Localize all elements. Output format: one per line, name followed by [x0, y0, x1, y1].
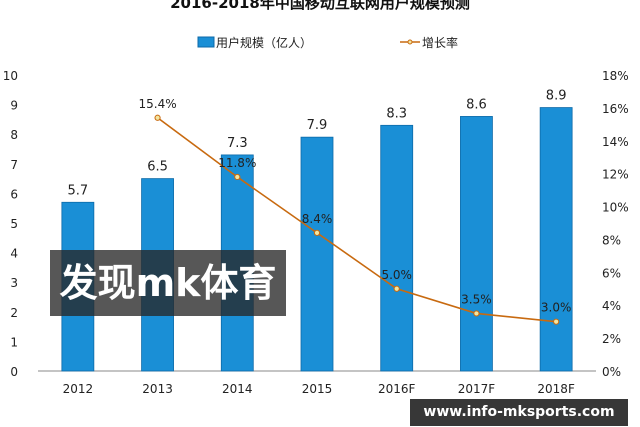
y-right-tick-label: 10% [602, 201, 629, 215]
y-left-tick-label: 7 [10, 158, 18, 172]
bar-value-label: 5.7 [68, 183, 89, 198]
x-tick-label: 2015 [302, 382, 333, 396]
y-left-tick-label: 3 [10, 276, 18, 290]
x-tick-label: 2014 [222, 382, 253, 396]
y-right-tick-label: 4% [602, 299, 621, 313]
y-right-tick-label: 6% [602, 266, 621, 280]
x-tick-label: 2013 [142, 382, 173, 396]
growth-value-label: 8.4% [302, 212, 333, 226]
y-left-tick-label: 4 [10, 247, 18, 261]
growth-value-label: 3.5% [461, 292, 492, 306]
legend-line-label: 增长率 [422, 35, 458, 50]
bar [380, 124, 414, 372]
watermark-banner: 发现mk体育 [50, 250, 286, 316]
x-tick-label: 2018F [537, 382, 575, 396]
growth-value-label: 11.8% [218, 156, 256, 170]
y-left-tick-label: 9 [10, 99, 18, 113]
growth-point [313, 229, 321, 236]
growth-point [393, 285, 400, 292]
growth-value-label: 3.0% [541, 301, 572, 315]
growth-point [553, 318, 560, 325]
y-right-tick-label: 2% [602, 332, 621, 346]
bar-value-label: 7.9 [307, 118, 328, 133]
y-right-tick-label: 12% [602, 168, 629, 182]
x-tick-label: 2017F [458, 382, 496, 396]
y-left-tick-label: 0 [10, 365, 18, 379]
growth-point [473, 310, 480, 317]
y-right-tick-label: 14% [602, 135, 629, 149]
y-left-tick-label: 10 [3, 69, 18, 83]
growth-point [154, 114, 161, 121]
bar [539, 107, 573, 372]
chart-title: 2016-2018年中国移动互联网用户规模预测 [170, 0, 470, 12]
watermark-url: www.info-mksports.com [410, 399, 628, 426]
x-tick-label: 2012 [63, 382, 94, 396]
bar-value-label: 8.3 [386, 106, 407, 121]
growth-value-label: 5.0% [381, 268, 412, 282]
legend-line-marker [407, 39, 413, 45]
growth-line [157, 117, 557, 323]
bar [300, 136, 334, 372]
growth-value-label: 15.4% [139, 97, 177, 111]
y-right-tick-label: 0% [602, 365, 621, 379]
bar-value-label: 7.3 [227, 136, 248, 151]
y-left-tick-label: 5 [10, 217, 18, 231]
bar-value-label: 8.9 [546, 89, 567, 104]
y-right-tick-label: 18% [602, 69, 629, 83]
legend-bar-swatch [197, 36, 215, 48]
growth-point [234, 173, 241, 181]
y-left-tick-label: 6 [10, 187, 18, 201]
y-left-tick-label: 2 [10, 306, 18, 320]
y-right-tick-label: 16% [602, 102, 629, 116]
y-left-tick-label: 1 [10, 335, 18, 349]
y-right-tick-label: 8% [602, 233, 621, 247]
bar-value-label: 6.5 [147, 160, 168, 175]
x-tick-label: 2016F [378, 382, 416, 396]
y-left-tick-label: 8 [10, 128, 18, 142]
legend-bar-label: 用户规模（亿人） [216, 35, 312, 50]
bar-value-label: 8.6 [466, 97, 487, 112]
bar [460, 116, 493, 372]
